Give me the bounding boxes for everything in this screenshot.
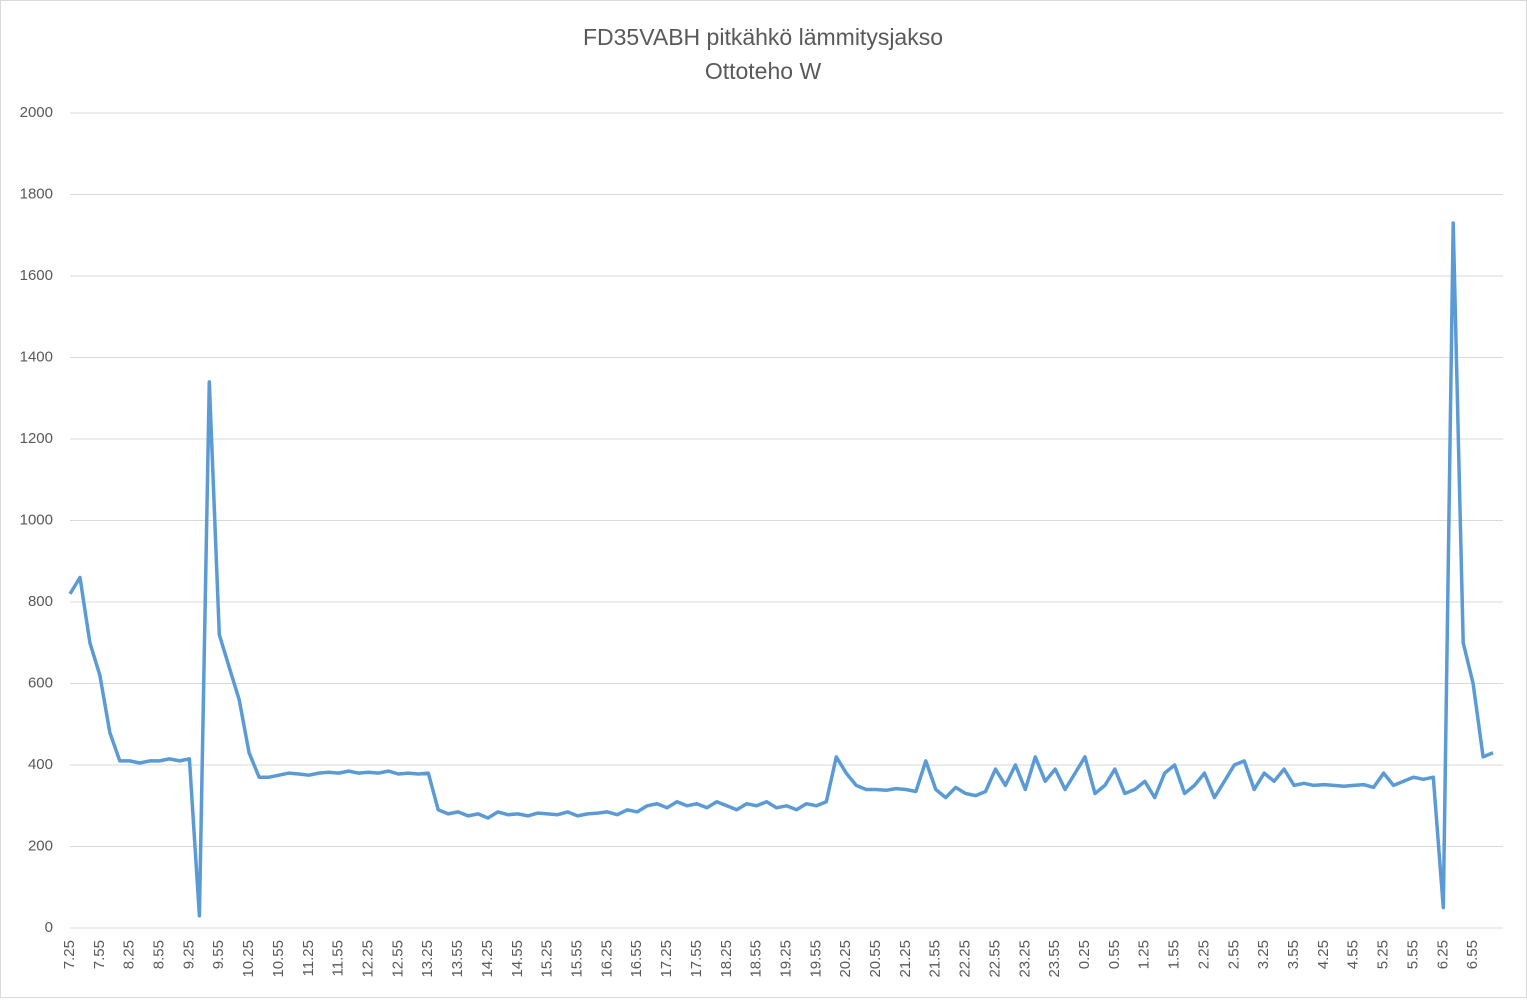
x-tick-label: 2.25 xyxy=(1195,940,1212,969)
x-tick-label: 14.25 xyxy=(479,940,496,978)
y-tick-label: 0 xyxy=(45,919,53,936)
x-tick-label: 23.25 xyxy=(1016,940,1033,978)
x-tick-label: 16.25 xyxy=(598,940,615,978)
x-tick-label: 22.55 xyxy=(986,940,1003,978)
x-tick-label: 10.55 xyxy=(270,940,287,978)
x-tick-label: 18.55 xyxy=(748,940,765,978)
x-tick-label: 23.55 xyxy=(1046,940,1063,978)
x-tick-label: 10.25 xyxy=(240,940,257,978)
y-tick-label: 200 xyxy=(28,837,53,854)
x-tick-label: 9.25 xyxy=(180,940,197,969)
x-tick-label: 12.25 xyxy=(360,940,377,978)
x-tick-label: 4.25 xyxy=(1315,940,1332,969)
x-tick-label: 6.55 xyxy=(1464,940,1481,969)
y-tick-label: 1600 xyxy=(20,267,53,284)
line-series xyxy=(68,221,1494,918)
x-tick-label: 0.55 xyxy=(1106,940,1123,969)
x-tick-label: 7.25 xyxy=(61,940,78,969)
x-tick-label: 16.55 xyxy=(628,940,645,978)
x-tick-label: 8.55 xyxy=(151,940,168,969)
x-tick-label: 21.55 xyxy=(927,940,944,978)
x-tick-label: 22.25 xyxy=(957,940,974,978)
y-tick-label: 2000 xyxy=(20,104,53,121)
x-tick-label: 21.25 xyxy=(897,940,914,978)
y-tick-label: 1000 xyxy=(20,511,53,528)
x-tick-label: 5.55 xyxy=(1404,940,1421,969)
x-tick-label: 5.25 xyxy=(1375,940,1392,969)
x-tick-label: 15.25 xyxy=(539,940,556,978)
x-tick-label: 20.55 xyxy=(867,940,884,978)
x-tick-label: 6.25 xyxy=(1434,940,1451,969)
x-tick-label: 2.55 xyxy=(1225,940,1242,969)
x-tick-label: 0.25 xyxy=(1076,940,1093,969)
x-tick-label: 13.55 xyxy=(449,940,466,978)
y-tick-label: 800 xyxy=(28,593,53,610)
x-tick-label: 3.55 xyxy=(1285,940,1302,969)
x-tick-label: 15.55 xyxy=(568,940,585,978)
y-tick-label: 1200 xyxy=(20,430,53,447)
chart-subtitle: Ottoteho W xyxy=(705,58,822,84)
x-tick-label: 1.55 xyxy=(1166,940,1183,969)
chart-title: FD35VABH pitkähkö lämmitysjakso xyxy=(583,24,943,50)
y-tick-label: 600 xyxy=(28,674,53,691)
x-tick-label: 1.25 xyxy=(1136,940,1153,969)
x-tick-label: 19.25 xyxy=(777,940,794,978)
x-tick-label: 9.55 xyxy=(210,940,227,969)
x-tick-label: 11.55 xyxy=(330,940,347,976)
y-tick-label: 400 xyxy=(28,756,53,773)
x-tick-label: 3.25 xyxy=(1255,940,1272,969)
x-tick-label: 18.25 xyxy=(718,940,735,978)
y-tick-label: 1800 xyxy=(20,185,53,202)
y-tick-label: 1400 xyxy=(20,348,53,365)
x-tick-label: 4.55 xyxy=(1345,940,1362,969)
x-tick-label: 17.25 xyxy=(658,940,675,978)
x-tick-label: 11.25 xyxy=(300,940,317,976)
x-tick-label: 14.55 xyxy=(509,940,526,978)
x-tick-label: 13.25 xyxy=(419,940,436,978)
x-tick-label: 20.25 xyxy=(837,940,854,978)
x-tick-label: 19.55 xyxy=(807,940,824,978)
x-tick-label: 7.55 xyxy=(91,940,108,969)
x-tick-label: 8.25 xyxy=(121,940,138,969)
x-tick-label: 12.55 xyxy=(389,940,406,978)
x-tick-label: 17.55 xyxy=(688,940,705,978)
